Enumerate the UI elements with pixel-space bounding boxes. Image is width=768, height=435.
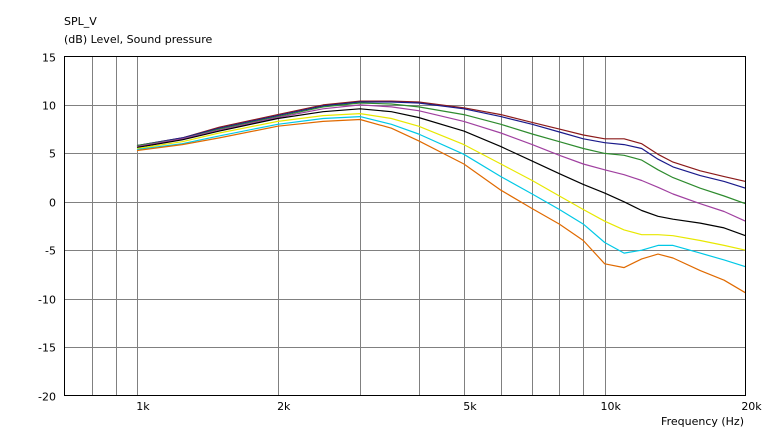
x-tick-label: 1k — [136, 400, 150, 413]
grid — [64, 56, 746, 396]
y-axis-ticks: 15 10 5 0 -5 -10 -15 -20 — [38, 52, 56, 404]
series-line — [136, 108, 746, 237]
x-tick-label: 5k — [463, 400, 477, 413]
y-tick-label: -15 — [38, 342, 56, 355]
y-tick-label: -20 — [38, 391, 56, 404]
y-tick-label: -5 — [45, 245, 56, 258]
y-tick-label: -10 — [38, 294, 56, 307]
y-tick-label: 0 — [49, 197, 56, 210]
x-tick-label: 2k — [277, 400, 291, 413]
y-tick-label: 15 — [42, 52, 56, 65]
series-line — [136, 112, 746, 251]
y-tick-label: 5 — [49, 148, 56, 161]
x-axis-label: Frequency (Hz) — [661, 415, 744, 428]
x-axis-ticks: 1k 2k 5k 10k 20k — [136, 400, 762, 413]
y-tick-label: 10 — [42, 100, 56, 113]
chart-title: SPL_V — [64, 15, 97, 28]
series-line — [136, 118, 746, 294]
series-line — [136, 115, 746, 268]
x-tick-label: 10k — [601, 400, 622, 413]
series-line — [136, 102, 746, 205]
x-tick-label: 20k — [741, 400, 762, 413]
series-line — [136, 104, 746, 222]
series-group — [136, 100, 746, 294]
series-line — [136, 101, 746, 189]
chart-subtitle: (dB) Level, Sound pressure — [64, 33, 213, 46]
plot-frame — [64, 56, 746, 396]
series-line — [136, 100, 746, 182]
